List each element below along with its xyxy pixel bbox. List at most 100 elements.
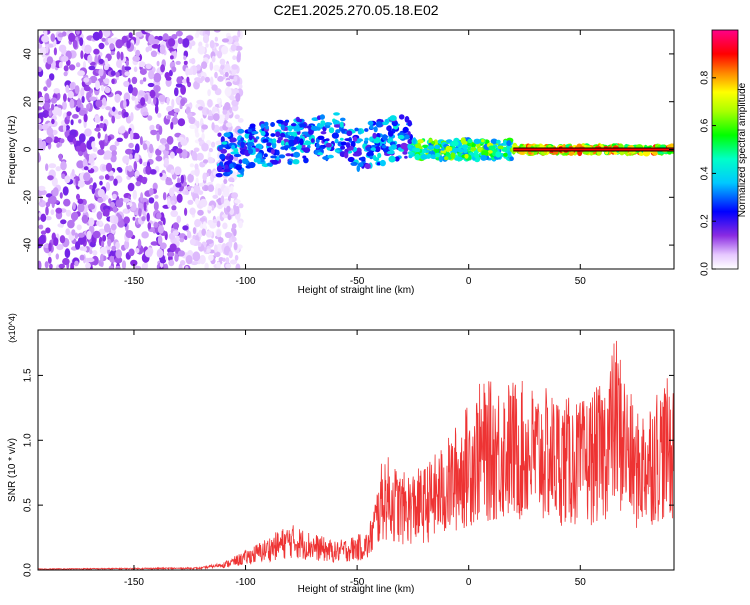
heatmap-cell <box>231 64 239 70</box>
heatmap-cell <box>369 155 374 160</box>
heatmap-x-tick-label: -150 <box>124 276 144 287</box>
heatmap-cell <box>197 45 206 55</box>
heatmap-cell <box>214 251 221 258</box>
heatmap-cell <box>45 136 53 144</box>
heatmap-cell <box>134 170 140 177</box>
heatmap-cell <box>189 124 197 129</box>
heatmap-cell <box>89 177 93 183</box>
snr-y-tick-label: 0.0 <box>23 563 34 577</box>
heatmap-cell <box>127 182 135 192</box>
heatmap-cell <box>122 197 130 203</box>
heatmap-cell <box>135 181 141 187</box>
heatmap-cell <box>490 138 498 145</box>
heatmap-cell <box>118 126 126 134</box>
heatmap-cell <box>167 251 175 257</box>
heatmap-cell <box>221 141 228 145</box>
heatmap-cell <box>214 244 218 253</box>
heatmap-cell <box>138 91 146 96</box>
heatmap-cell <box>61 101 67 110</box>
heatmap-cell <box>175 30 183 37</box>
heatmap-cell <box>182 225 189 231</box>
heatmap-cell <box>50 97 58 104</box>
heatmap-cell <box>346 130 353 137</box>
colorbar: 0.0 0.2 0.4 0.6 0.8 Normalized spectral ampl… <box>700 29 748 276</box>
heatmap-cell <box>101 240 105 247</box>
heatmap-cell <box>171 116 179 125</box>
heatmap-cell <box>202 172 207 181</box>
heatmap-cell <box>207 219 214 226</box>
heatmap-cell <box>92 182 97 190</box>
heatmap-cell <box>217 75 224 82</box>
heatmap-cell <box>59 235 66 244</box>
heatmap-cell <box>148 197 155 204</box>
colorbar-tick-label: 0.2 <box>700 214 711 228</box>
heatmap-cell <box>198 182 205 187</box>
heatmap-cell <box>69 82 75 90</box>
heatmap-cell <box>170 210 178 218</box>
heatmap-cell <box>285 153 292 157</box>
heatmap-cell <box>81 214 88 224</box>
heatmap-cell <box>153 201 159 211</box>
heatmap-cell <box>86 140 94 150</box>
heatmap-cell <box>115 39 123 49</box>
heatmap-cell <box>218 144 223 150</box>
heatmap-cell <box>180 174 185 184</box>
heatmap-cell <box>109 43 115 50</box>
heatmap-cell <box>236 174 243 178</box>
heatmap-cell <box>150 124 155 130</box>
heatmap-cell <box>202 221 207 230</box>
heatmap-cell <box>166 135 174 145</box>
heatmap-cell <box>202 159 209 164</box>
heatmap-cell <box>217 204 223 210</box>
heatmap-cell <box>87 54 93 64</box>
heatmap-y-tick-label: 0 <box>23 146 34 152</box>
heatmap-cell <box>156 131 160 142</box>
heatmap-cell <box>153 221 159 228</box>
heatmap-cell <box>154 104 159 114</box>
heatmap-cell <box>176 76 183 84</box>
heatmap-cell <box>176 193 183 203</box>
heatmap-cell <box>175 148 183 154</box>
heatmap-cell <box>115 71 120 78</box>
heatmap-cell <box>133 265 142 269</box>
heatmap-cell <box>270 133 276 137</box>
heatmap-cell <box>104 57 109 67</box>
snr-axes: -150 -100 -50 0 50 0.0 0.5 1.0 1.5 <box>23 330 674 588</box>
colorbar-ticks: 0.0 0.2 0.4 0.6 0.8 <box>700 70 716 276</box>
heatmap-cell <box>390 144 397 150</box>
heatmap-cell <box>38 118 42 124</box>
heatmap-cell <box>369 124 374 130</box>
heatmap-cell <box>201 142 209 152</box>
heatmap-cell <box>148 70 155 80</box>
heatmap-cell <box>89 241 96 248</box>
heatmap-cell <box>126 204 130 210</box>
heatmap-cell <box>264 121 269 127</box>
snr-x-tick-label: 0 <box>466 577 472 588</box>
heatmap-cell <box>207 116 214 121</box>
heatmap-cell <box>452 149 457 153</box>
heatmap-cell <box>77 198 84 204</box>
heatmap-x-tick-label: 50 <box>575 276 587 287</box>
heatmap-cell <box>398 114 405 120</box>
heatmap-cell <box>157 35 163 41</box>
heatmap-cell <box>155 155 163 162</box>
heatmap-cell <box>131 95 136 101</box>
heatmap-cell <box>43 102 51 110</box>
heatmap-cell <box>177 250 185 257</box>
heatmap-cell <box>141 216 146 222</box>
heatmap-cell <box>174 253 179 262</box>
heatmap-cell <box>211 141 216 148</box>
heatmap-cell <box>38 43 43 49</box>
heatmap-cell <box>328 127 335 134</box>
heatmap-cell <box>89 61 96 66</box>
heatmap-cell <box>55 166 62 172</box>
heatmap-cell <box>270 122 275 127</box>
heatmap-cell <box>228 177 235 183</box>
heatmap-cell <box>122 155 130 164</box>
heatmap-cell <box>83 113 88 123</box>
heatmap-cell <box>100 84 105 92</box>
heatmap-cell <box>480 154 488 161</box>
heatmap-cell <box>217 188 222 196</box>
heatmap-cell <box>98 228 106 235</box>
